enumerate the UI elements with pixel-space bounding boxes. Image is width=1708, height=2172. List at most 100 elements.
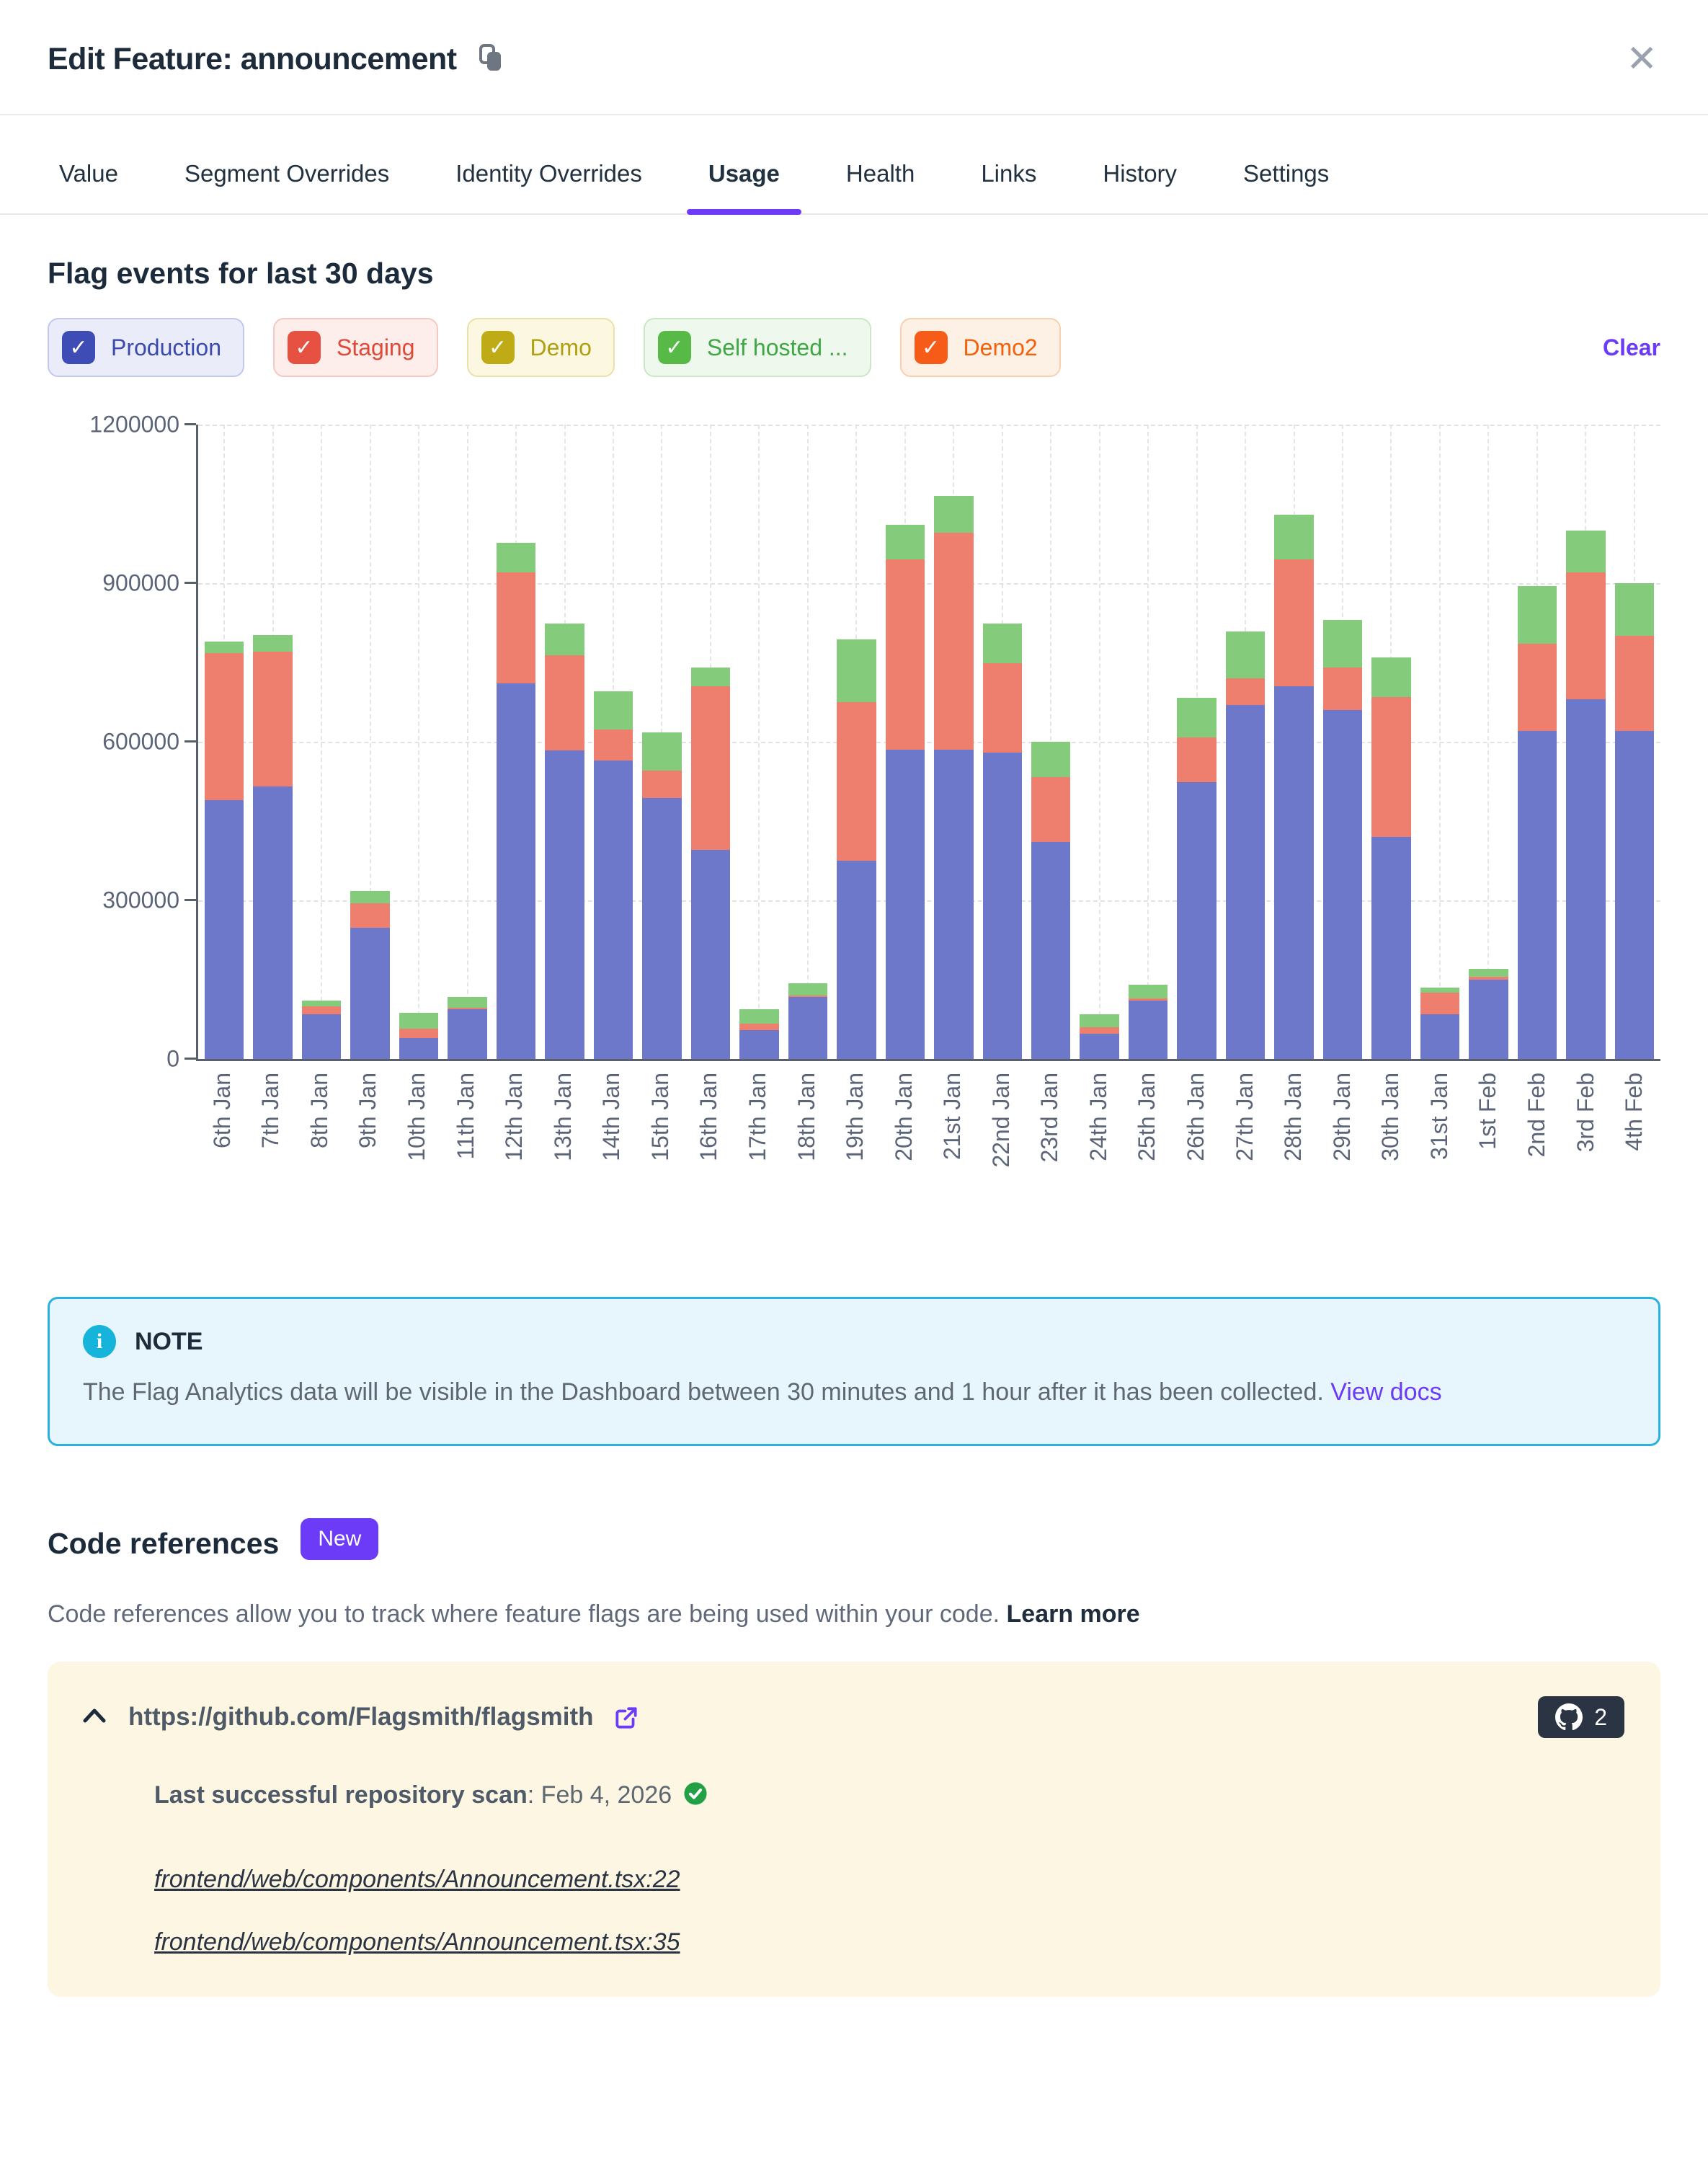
env-filter-self-hosted[interactable]: ✓ Self hosted ... [643, 318, 871, 377]
x-tick-label: 23rd Jan [1036, 1073, 1063, 1163]
env-filter-production[interactable]: ✓ Production [48, 318, 244, 377]
x-tick-label-wrap: 23rd Jan [1031, 1073, 1070, 1228]
checkbox-checked-icon[interactable]: ✓ [481, 331, 515, 364]
code-reference-file-link[interactable]: frontend/web/components/Announcement.tsx… [154, 1928, 680, 1956]
scan-success-check-icon [683, 1781, 708, 1812]
bar-segment-self-hosted [1371, 657, 1411, 697]
page-title: Edit Feature: announcement [48, 41, 457, 76]
env-filter-label: Production [111, 334, 221, 360]
x-tick-label-wrap: 30th Jan [1371, 1073, 1411, 1228]
bar-segment-production [1128, 1001, 1168, 1059]
bar-column-20th-jan [885, 425, 925, 1059]
modal-header: Edit Feature: announcement ✕ [0, 0, 1708, 115]
bar-segment-staging [1274, 559, 1314, 686]
bar-segment-self-hosted [1614, 583, 1655, 637]
x-axis-labels: 6th Jan 7th Jan 8th Jan 9th Jan 10th Jan 11th… [196, 1073, 1660, 1228]
bar-columns [198, 425, 1660, 1059]
github-icon [1555, 1703, 1583, 1731]
copy-icon[interactable] [476, 42, 504, 77]
environment-filters: ✓ Production ✓ Staging ✓ Demo ✓ Self hosted ...… [48, 318, 1660, 377]
bar-segment-production [1420, 1014, 1460, 1059]
bar-segment-self-hosted [1517, 585, 1557, 644]
tab-links[interactable]: Links [981, 160, 1037, 187]
bar-segment-production [1177, 781, 1216, 1059]
bar-segment-production [350, 928, 390, 1059]
bar-column-30th-jan [1371, 425, 1411, 1059]
checkbox-checked-icon[interactable]: ✓ [657, 331, 691, 364]
checkbox-checked-icon[interactable]: ✓ [287, 331, 321, 364]
bar-segment-self-hosted [1128, 985, 1168, 999]
tab-identity-overrides[interactable]: Identity Overrides [455, 160, 642, 187]
bar-column-12th-jan [496, 425, 536, 1059]
x-tick-label-wrap: 4th Feb [1614, 1073, 1654, 1228]
x-tick-label: 1st Feb [1475, 1073, 1501, 1150]
bar-segment-staging [1322, 668, 1363, 710]
y-tick-label: 300000 [102, 887, 179, 913]
bar-segment-production [399, 1038, 439, 1059]
note-text: The Flag Analytics data will be visible … [83, 1378, 1442, 1406]
chart-plot-area: 0 300000 600000 900000 1200000 [89, 412, 1660, 1072]
x-tick-label: 28th Jan [1280, 1073, 1307, 1161]
bar-segment-staging [885, 559, 925, 750]
learn-more-link[interactable]: Learn more [1006, 1600, 1140, 1628]
env-filter-demo2[interactable]: ✓ Demo2 [899, 318, 1061, 377]
x-tick-label-wrap: 24th Jan [1079, 1073, 1118, 1228]
x-tick-label-wrap: 22nd Jan [982, 1073, 1021, 1228]
bar-segment-staging [253, 651, 293, 787]
y-tick-mark [184, 1058, 196, 1060]
code-reference-file-link[interactable]: frontend/web/components/Announcement.tsx… [154, 1866, 680, 1893]
external-link-icon[interactable] [613, 1704, 640, 1735]
x-tick-label: 12th Jan [501, 1073, 528, 1161]
view-docs-link[interactable]: View docs [1330, 1378, 1442, 1406]
bar-segment-staging [1614, 636, 1655, 732]
bar-column-1st-feb [1469, 425, 1508, 1059]
x-tick-label-wrap: 28th Jan [1273, 1073, 1313, 1228]
clear-filters-link[interactable]: Clear [1602, 334, 1660, 360]
bar-segment-staging [739, 1023, 779, 1031]
bar-column-16th-jan [690, 425, 731, 1059]
repository-url[interactable]: https://github.com/Flagsmith/flagsmith [128, 1703, 594, 1731]
github-count-badge[interactable]: 2 [1538, 1696, 1624, 1738]
bar-segment-self-hosted [885, 525, 925, 559]
x-tick-label-wrap: 14th Jan [592, 1073, 632, 1228]
bar-segment-production [205, 799, 244, 1059]
checkbox-checked-icon[interactable]: ✓ [914, 331, 948, 364]
bar-column-17th-jan [739, 425, 779, 1059]
env-filter-demo[interactable]: ✓ Demo [466, 318, 615, 377]
bar-column-8th-jan [301, 425, 342, 1059]
x-tick-label: 26th Jan [1183, 1073, 1209, 1161]
collapse-chevron-icon[interactable] [82, 1708, 107, 1727]
x-tick-label-wrap: 31st Jan [1420, 1073, 1459, 1228]
bar-segment-self-hosted [301, 1000, 342, 1007]
checkbox-checked-icon[interactable]: ✓ [62, 331, 95, 364]
env-filter-staging[interactable]: ✓ Staging [272, 318, 438, 377]
vertical-gridline [418, 425, 420, 1059]
bar-segment-self-hosted [496, 542, 536, 573]
y-tick-mark [184, 423, 196, 425]
bar-segment-self-hosted [837, 639, 876, 702]
close-icon[interactable]: ✕ [1626, 38, 1658, 80]
github-ref-count: 2 [1594, 1703, 1607, 1730]
x-tick-label-wrap: 19th Jan [835, 1073, 875, 1228]
tab-settings[interactable]: Settings [1243, 160, 1330, 187]
x-tick-label-wrap: 20th Jan [884, 1073, 924, 1228]
tab-health[interactable]: Health [845, 160, 915, 187]
tab-usage[interactable]: Usage [675, 147, 813, 215]
x-tick-label: 16th Jan [695, 1073, 722, 1161]
bar-column-11th-jan [448, 425, 487, 1059]
repository-card: https://github.com/Flagsmith/flagsmith 2… [48, 1662, 1660, 1997]
bar-segment-production [253, 786, 293, 1059]
bar-column-23rd-jan [1031, 425, 1071, 1059]
tab-history[interactable]: History [1103, 160, 1178, 187]
vertical-gridline [1050, 425, 1052, 1059]
tab-value[interactable]: Value [59, 160, 118, 187]
bar-segment-staging [1517, 644, 1557, 732]
x-tick-label-wrap: 10th Jan [397, 1073, 437, 1228]
bar-segment-production [545, 750, 584, 1059]
bar-segment-production [837, 861, 876, 1059]
y-tick-label: 900000 [102, 569, 179, 596]
tab-segment-overrides[interactable]: Segment Overrides [184, 160, 390, 187]
x-tick-label: 18th Jan [793, 1073, 819, 1161]
new-badge: New [301, 1518, 379, 1560]
bar-segment-production [934, 750, 974, 1059]
